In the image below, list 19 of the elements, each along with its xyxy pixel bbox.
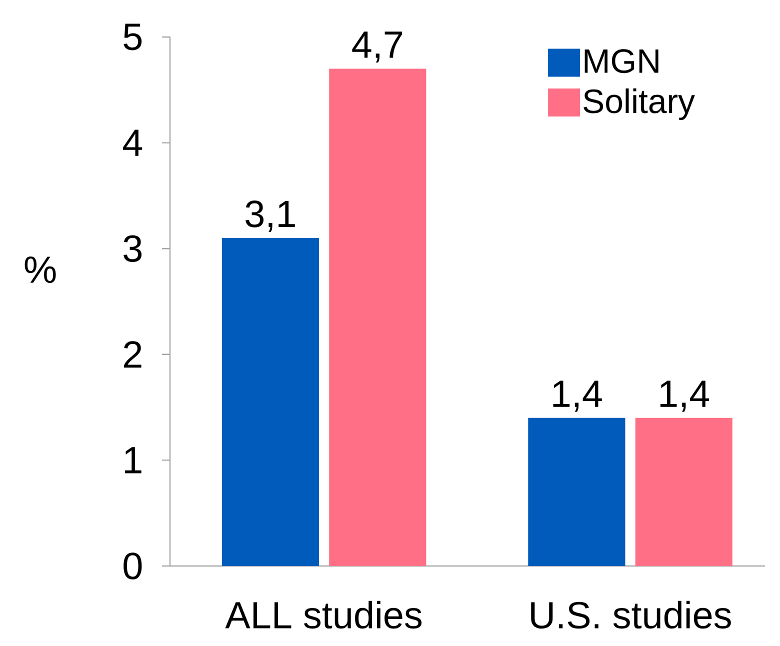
y-tick-label: 1: [125, 447, 142, 474]
data-label: 1,4: [660, 380, 710, 412]
legend-label: Solitary: [584, 88, 695, 120]
x-tick-label: U.S. studies: [531, 600, 731, 629]
y-axis-title: %: [24, 256, 56, 283]
data-label: 1,4: [553, 380, 602, 412]
y-tick-label: 4: [123, 130, 142, 156]
bar: [222, 238, 319, 566]
x-tick-label: ALL studies: [225, 600, 422, 629]
y-tick-label: 0: [124, 552, 142, 580]
data-label: 3,1: [246, 200, 295, 232]
y-tick-label: 2: [124, 341, 142, 368]
data-label: 4,7: [352, 32, 402, 63]
y-tick-label: 5: [124, 24, 142, 50]
legend-label: MGN: [584, 49, 658, 74]
bar: [635, 418, 732, 566]
y-tick-label: 3: [124, 235, 142, 262]
bar: [528, 418, 626, 566]
bar: [329, 68, 426, 566]
